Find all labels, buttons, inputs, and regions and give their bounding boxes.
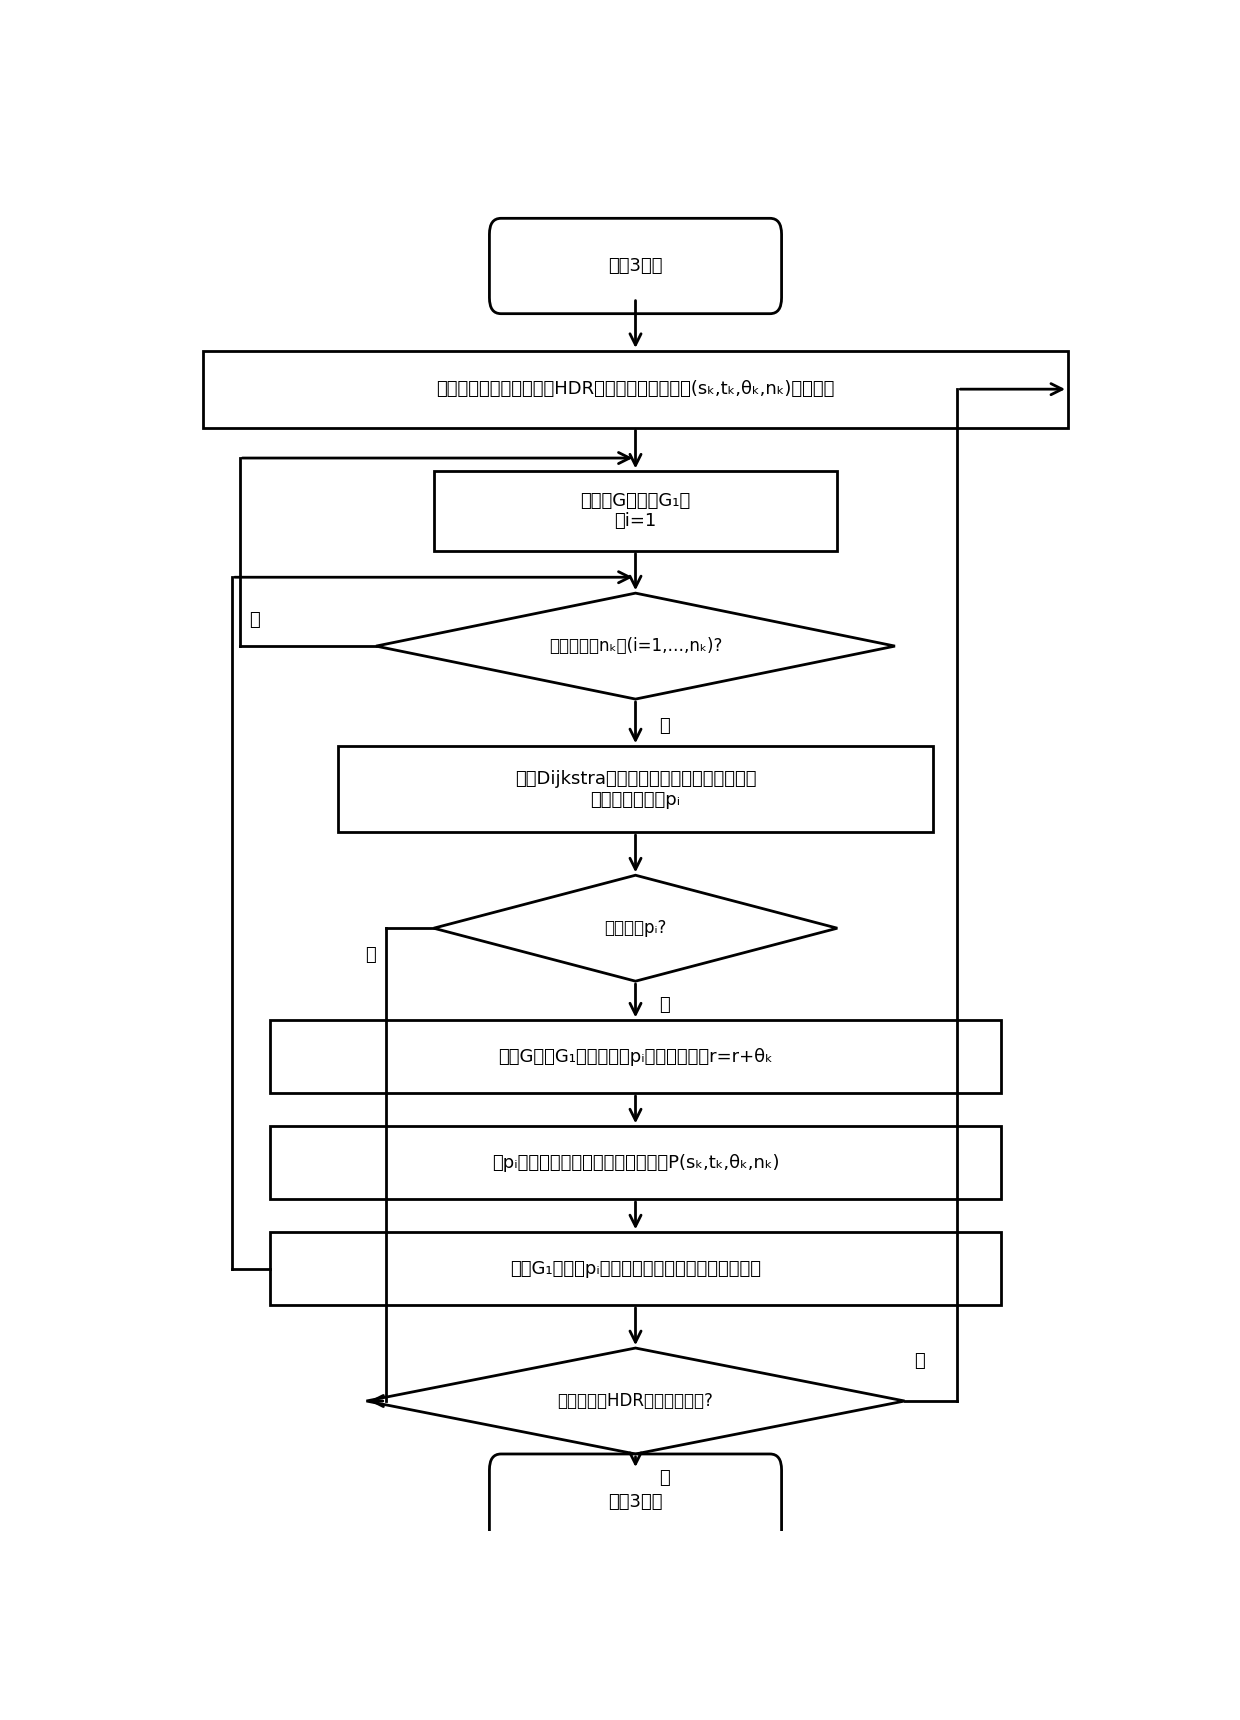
Text: 按优先级顺序，选择一个HDR中没有被选过的元素(sₖ,tₖ,θₖ,nₖ)，并记录: 按优先级顺序，选择一个HDR中没有被选过的元素(sₖ,tₖ,θₖ,nₖ)，并记录	[436, 380, 835, 397]
Text: 步骤3结束: 步骤3结束	[609, 1493, 662, 1510]
Text: 在图G和图G₁中设置路径pᵢ上的每条边的r=r+θₖ: 在图G和图G₁中设置路径pᵢ上的每条边的r=r+θₖ	[498, 1047, 773, 1066]
FancyBboxPatch shape	[490, 1453, 781, 1550]
Text: 是否遗历完HDR中所有的元素?: 是否遗历完HDR中所有的元素?	[558, 1391, 713, 1410]
Bar	[337, 746, 934, 832]
Polygon shape	[434, 875, 837, 980]
Bar	[270, 1127, 1001, 1199]
Text: 是否存在pᵢ?: 是否存在pᵢ?	[604, 918, 667, 937]
Text: 步骤3开始: 步骤3开始	[609, 256, 662, 275]
Text: 否: 否	[914, 1352, 925, 1371]
Text: 是: 是	[249, 611, 260, 628]
Bar	[270, 1020, 1001, 1094]
Text: 采用Dijkstra算法（或其它最短路径算法），
求一条最短路径pᵢ: 采用Dijkstra算法（或其它最短路径算法）， 求一条最短路径pᵢ	[515, 771, 756, 808]
Bar	[203, 351, 1068, 428]
Polygon shape	[376, 593, 895, 698]
Text: 在图G₁中删除pᵢ路径上的中间节点和与其相连的边: 在图G₁中删除pᵢ路径上的中间节点和与其相连的边	[510, 1259, 761, 1278]
Bar	[434, 471, 837, 550]
FancyBboxPatch shape	[490, 218, 781, 313]
Bar	[270, 1232, 1001, 1305]
Text: 是否循环了nₖ次(i=1,…,nₖ)?: 是否循环了nₖ次(i=1,…,nₖ)?	[549, 636, 722, 655]
Polygon shape	[367, 1348, 905, 1453]
Text: 否: 否	[660, 717, 671, 734]
Text: 将pᵢ记入硬实时消息传输候选路径集P(sₖ,tₖ,θₖ,nₖ): 将pᵢ记入硬实时消息传输候选路径集P(sₖ,tₖ,θₖ,nₖ)	[492, 1154, 779, 1171]
Text: 是: 是	[660, 996, 671, 1015]
Text: 复制图G生成图G₁，
令i=1: 复制图G生成图G₁， 令i=1	[580, 492, 691, 530]
Text: 否: 否	[366, 946, 376, 963]
Text: 是: 是	[660, 1469, 671, 1486]
